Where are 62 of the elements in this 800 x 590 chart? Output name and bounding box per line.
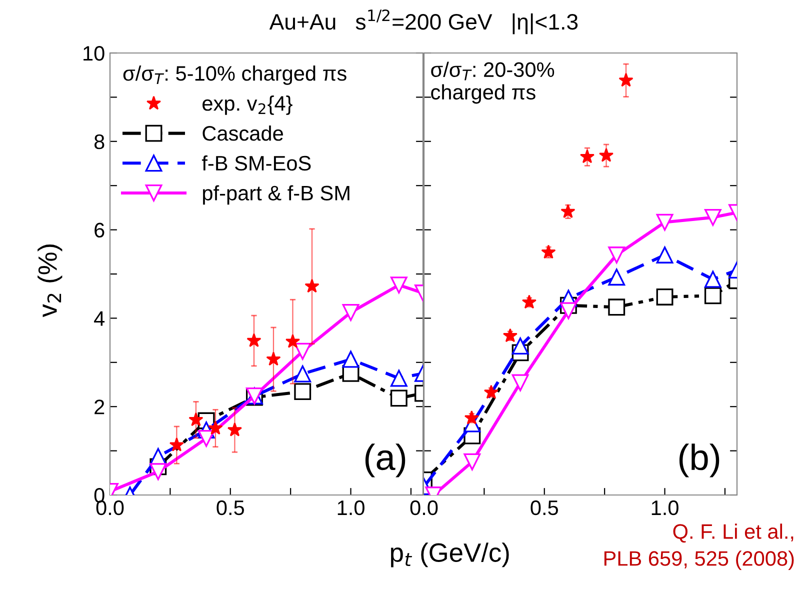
point: [169, 437, 184, 452]
point: [246, 333, 262, 348]
y-tick-label: 6: [94, 222, 104, 238]
point: [608, 298, 626, 316]
point: [704, 270, 722, 288]
point: [656, 214, 674, 231]
point: [608, 246, 626, 264]
x-tick-label: 0.5: [530, 500, 558, 516]
point: [227, 422, 242, 436]
x-tick-label: 1.0: [338, 500, 364, 516]
point: [150, 463, 167, 480]
annotation: (a): [365, 444, 406, 478]
point: [580, 149, 595, 164]
point: [512, 338, 529, 355]
point: [618, 72, 634, 87]
point: [285, 334, 300, 348]
point: [294, 365, 312, 382]
point: [342, 304, 360, 321]
y-tick-label: 8: [94, 134, 104, 150]
point: [390, 370, 408, 387]
point: [656, 288, 674, 306]
annotation: σ/σ$_{T}$: 20-30% charged πs: [431, 62, 554, 104]
y-tick-label: 10: [84, 46, 104, 61]
point: [598, 148, 614, 162]
point: [512, 374, 529, 392]
y-tick-label: 2: [94, 400, 104, 414]
legend-label: f-B SM-EoS: [202, 155, 311, 171]
point: [294, 383, 312, 400]
point: [560, 204, 576, 218]
x-tick-label: 0.0: [410, 500, 438, 516]
legend-label: exp. v$_{2}${4}: [202, 96, 292, 115]
point: [608, 268, 626, 286]
chart-title: Au+Au s$^{1/2}$=200 GeV |η|<1.3: [269, 9, 578, 34]
point: [522, 294, 537, 309]
annotation: (b): [679, 444, 720, 478]
point: [390, 276, 408, 294]
point: [704, 208, 722, 226]
legend-label: Cascade: [202, 126, 283, 141]
y-tick-label: 4: [94, 311, 105, 326]
point: [304, 278, 320, 293]
point: [198, 430, 215, 447]
x-tick-label: 1.0: [652, 500, 678, 516]
x-axis-title: p$_{t}$ (GeV/c): [391, 542, 509, 568]
point: [464, 453, 481, 470]
point: [560, 302, 577, 320]
text: Q. F. Li et al., PLB 659, 525 (2008): [604, 524, 794, 570]
point: [704, 287, 722, 304]
point: [484, 384, 498, 399]
point: [342, 350, 360, 368]
point: [656, 246, 674, 264]
x-tick-label: 0.5: [216, 500, 244, 516]
point: [541, 244, 556, 259]
point: [294, 342, 312, 360]
legend-label: pf-part & f-B SM: [203, 185, 350, 205]
point: [502, 328, 518, 342]
point: [390, 390, 408, 407]
point: [266, 352, 281, 366]
point: [208, 420, 223, 435]
legend-title: σ/σ$_{T}$: 5-10% charged πs: [123, 66, 346, 85]
point: [188, 412, 204, 426]
point: [464, 410, 479, 424]
y-axis-title: v$_{2}$ (%): [38, 244, 62, 318]
